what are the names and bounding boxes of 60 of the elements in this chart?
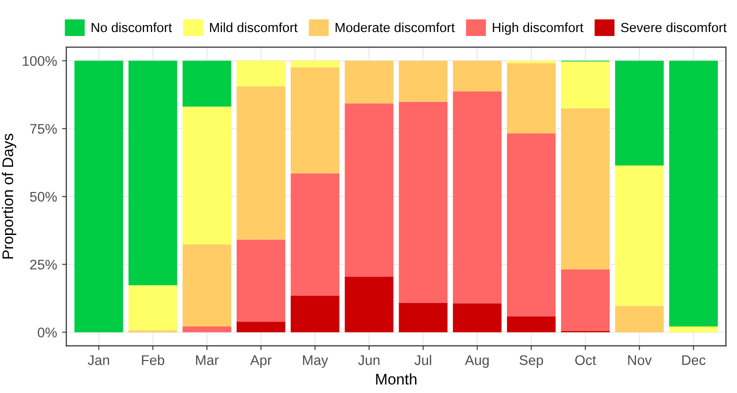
bar (290, 173, 340, 296)
x-tick-label: Jun (358, 355, 380, 366)
y-tick-label: 25% (30, 260, 57, 270)
bar (506, 63, 556, 134)
bar (452, 91, 502, 304)
bar (344, 60, 394, 104)
legend-label: High discomfort (492, 22, 584, 35)
bar (398, 302, 448, 332)
bar (506, 133, 556, 317)
bar (398, 102, 448, 303)
bar (290, 60, 340, 68)
y-tick-label: 100% (22, 56, 57, 66)
bar (128, 285, 178, 330)
bar (669, 326, 718, 332)
bar (452, 60, 502, 92)
legend-label: No discomfort (92, 22, 172, 32)
bar (182, 326, 232, 332)
bar (182, 60, 232, 107)
bar (182, 106, 232, 244)
bar (615, 306, 664, 332)
legend-label: Severe discomfort (621, 22, 727, 32)
bar (74, 60, 124, 332)
x-tick-label: Jul (414, 354, 432, 366)
x-tick-label: May (303, 355, 328, 368)
x-tick-label: Apr (250, 355, 272, 368)
bar (506, 316, 556, 332)
bar (128, 60, 178, 286)
x-tick-label: Mar (196, 355, 219, 366)
bar (561, 108, 610, 270)
x-axis-title: Month (376, 373, 416, 385)
y-tick-label: 75% (30, 124, 57, 134)
legend-label: Moderate discomfort (336, 22, 455, 32)
bar (615, 60, 664, 166)
x-tick-label: Aug (464, 355, 489, 368)
y-tick-label: 0% (38, 328, 57, 338)
bar (506, 60, 556, 64)
y-tick-label: 50% (30, 192, 57, 202)
bar (236, 86, 286, 240)
bar (344, 103, 394, 277)
x-tick-label: Dec (682, 355, 706, 366)
bar (452, 303, 502, 332)
bar (290, 67, 340, 174)
x-tick-label: Nov (628, 355, 652, 366)
bar (561, 62, 610, 108)
bar (182, 244, 232, 327)
bar (561, 270, 610, 331)
x-tick-label: Oct (575, 355, 596, 366)
bar (398, 60, 448, 102)
bar (236, 322, 286, 332)
bar (344, 276, 394, 332)
y-axis-title: Proportion of Days (2, 134, 16, 259)
bar (236, 240, 286, 322)
bar (290, 296, 340, 332)
bar (236, 60, 286, 86)
x-tick-label: Jan (88, 355, 110, 366)
legend-label: Mild discomfort (210, 22, 298, 32)
x-tick-label: Sep (520, 355, 544, 368)
x-tick-label: Feb (142, 354, 164, 366)
bar (615, 166, 664, 306)
bar (669, 60, 718, 327)
